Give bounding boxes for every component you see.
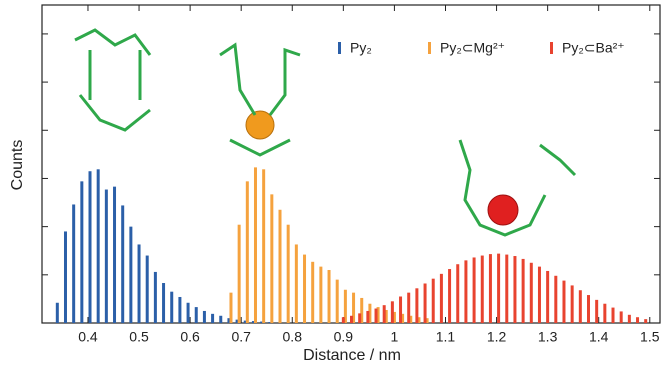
bar — [391, 301, 394, 323]
bar — [279, 210, 282, 323]
legend-label: Py₂ — [350, 40, 372, 56]
bar — [154, 272, 157, 323]
bar — [138, 244, 141, 323]
bar — [187, 303, 190, 323]
x-tick-label: 1.2 — [487, 329, 507, 345]
bar — [219, 316, 222, 323]
x-tick-label: 1 — [391, 329, 399, 345]
bar — [287, 225, 290, 323]
bar — [311, 262, 314, 323]
bar — [448, 269, 451, 323]
y-axis-label: Counts — [9, 140, 26, 191]
bar — [146, 256, 149, 323]
bar — [303, 255, 306, 323]
x-axis-label: Distance / nm — [303, 347, 401, 364]
bar — [595, 300, 598, 323]
bar — [319, 267, 322, 323]
x-tick-label: 1.3 — [538, 329, 558, 345]
bar — [64, 231, 67, 323]
bar — [554, 276, 557, 323]
legend-label: Py₂⊂Ba²⁺ — [562, 40, 625, 56]
bar — [375, 309, 378, 323]
bar — [440, 274, 443, 323]
bar — [473, 257, 476, 323]
bar — [262, 169, 265, 323]
bar — [424, 283, 427, 323]
bar — [113, 187, 116, 323]
bar — [129, 227, 132, 323]
bar — [105, 190, 108, 323]
bar — [456, 264, 459, 323]
bar — [399, 297, 402, 324]
bar — [89, 171, 92, 323]
bar — [178, 297, 181, 323]
bar — [497, 254, 500, 323]
x-tick-label: 0.4 — [78, 329, 98, 345]
x-tick-label: 1.4 — [589, 329, 609, 345]
bar — [603, 304, 606, 323]
bar — [538, 267, 541, 323]
bar — [636, 317, 639, 323]
legend-marker — [338, 42, 341, 54]
bar — [358, 313, 361, 323]
x-tick-label: 0.6 — [180, 329, 200, 345]
bar — [254, 167, 257, 323]
bar — [571, 285, 574, 323]
x-tick-label: 0.7 — [231, 329, 251, 345]
bar — [620, 311, 623, 323]
bar — [270, 194, 273, 323]
legend-marker — [428, 42, 431, 54]
bar — [505, 255, 508, 323]
bar — [56, 303, 59, 323]
bar — [481, 256, 484, 323]
bar — [587, 295, 590, 323]
bar — [72, 204, 75, 323]
bar — [328, 270, 331, 323]
bar — [579, 290, 582, 323]
legend-marker — [550, 42, 553, 54]
py2-molecule — [75, 30, 150, 130]
bar — [432, 279, 435, 323]
x-tick-label: 0.5 — [129, 329, 149, 345]
bar — [464, 260, 467, 323]
x-tick-label: 1.5 — [640, 329, 660, 345]
x-tick-label: 1.1 — [436, 329, 456, 345]
bar — [246, 181, 249, 323]
legend-label: Py₂⊂Mg²⁺ — [440, 40, 505, 56]
bar — [238, 225, 241, 323]
bar — [562, 281, 565, 323]
bar — [342, 317, 345, 323]
bar — [80, 181, 83, 323]
bar — [350, 316, 353, 323]
mg-ion — [246, 111, 274, 139]
bar — [97, 169, 100, 323]
bar — [121, 205, 124, 323]
molecule-illustrations — [75, 30, 575, 235]
bar — [407, 293, 410, 323]
bar — [489, 254, 492, 323]
bar — [628, 315, 631, 323]
bar — [170, 292, 173, 323]
bar — [162, 283, 165, 323]
bar — [546, 271, 549, 323]
ba-ion — [488, 195, 518, 225]
bar — [530, 263, 533, 323]
bar — [336, 280, 339, 323]
bar — [295, 244, 298, 323]
chart: Distance / nm Counts 0.4 0.5 0.6 0.7 0.8 0.9 1… — [0, 0, 662, 369]
x-tick-label: 0.9 — [334, 329, 354, 345]
x-tick-label: 0.8 — [283, 329, 303, 345]
ba-molecule — [460, 140, 575, 235]
bar — [203, 311, 206, 323]
bar — [195, 307, 198, 323]
bar — [366, 311, 369, 323]
bar — [513, 256, 516, 323]
bar — [229, 293, 232, 323]
bar — [612, 308, 615, 323]
bar — [522, 259, 525, 323]
bar — [415, 288, 418, 323]
bar — [211, 314, 214, 323]
bar — [383, 305, 386, 323]
bar — [644, 319, 647, 323]
